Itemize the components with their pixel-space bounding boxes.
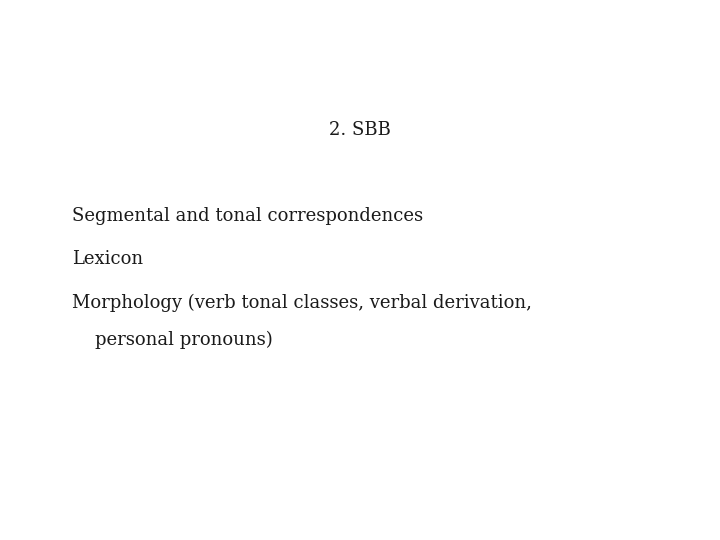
Text: Morphology (verb tonal classes, verbal derivation,: Morphology (verb tonal classes, verbal d… bbox=[72, 293, 532, 312]
Text: 2. SBB: 2. SBB bbox=[329, 120, 391, 139]
Text: personal pronouns): personal pronouns) bbox=[72, 331, 273, 349]
Text: Segmental and tonal correspondences: Segmental and tonal correspondences bbox=[72, 207, 423, 225]
Text: Lexicon: Lexicon bbox=[72, 250, 143, 268]
